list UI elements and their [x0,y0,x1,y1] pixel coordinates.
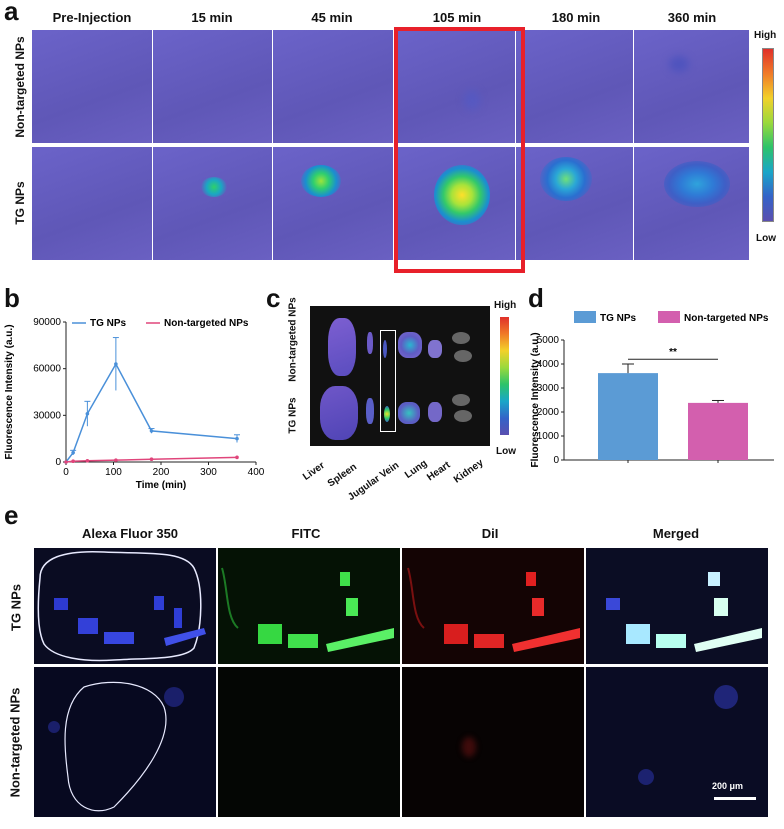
b-data-point [235,455,239,460]
panel-c-colorbar-low: Low [496,446,516,457]
panel-a-colorbar-high: High [754,30,777,41]
tile-nt-15 [153,30,273,143]
panel-e-row-nontargeted: Non-targeted NPs [7,687,23,798]
panel-c-jv-box [380,330,396,432]
d-y-tick-label: 2000 [537,407,560,418]
panel-a-letter: a [4,0,19,26]
b-y-tick-label: 0 [55,457,61,468]
scale-bar-label: 200 μm [712,781,744,791]
d-bar [598,373,658,460]
b-x-tick-label: 0 [63,467,69,478]
panel-c-letter: c [266,283,281,313]
d-bar [688,402,748,460]
d-legend-swatch [574,311,596,323]
b-data-point [85,411,90,416]
b-data-point [149,429,154,433]
panel-c-row-tg: TG NPs [287,397,299,434]
fluor-tg-alexa [34,548,216,664]
panel-a-image-grid [32,30,750,260]
b-y-axis-label: Fluorescence Intensity (a.u.) [4,324,15,459]
fluor-tg-fitc [218,548,400,664]
panel-a-highlight-box [394,27,525,273]
fluor-nt-dil [402,667,584,817]
panel-c-colorbar-high: High [494,300,517,311]
d-y-tick-label: 3000 [537,383,560,394]
b-data-point [71,459,75,464]
tile-tg-45 [273,147,394,260]
panel-a-col-45: 45 min [311,10,353,25]
panel-a-colorbar-low: Low [756,233,776,244]
d-legend-swatch [658,311,680,323]
b-y-tick-label: 30000 [33,410,61,421]
tile-nt-45 [273,30,394,143]
b-x-tick-label: 100 [105,467,122,478]
panel-a-col-360: 360 min [667,10,717,25]
tile-nt-pre [32,30,153,143]
panel-c-colorbar [500,317,509,435]
tile-nt-105 [394,30,516,143]
b-legend-label: TG NPs [90,318,127,329]
b-data-point [235,436,239,441]
panel-b-letter: b [4,283,20,313]
d-y-tick-label: 4000 [537,359,560,370]
fluor-nt-fitc [218,667,400,817]
panel-a-col-15: 15 min [191,10,233,25]
organ-label-kidney: Kidney [451,457,486,486]
d-legend-label: Non-targeted NPs [684,313,769,324]
panel-e-letter: e [4,500,19,530]
panel-a-row-tg: TG NPs [13,181,27,225]
b-series-line [65,362,238,463]
tile-nt-180 [516,30,634,143]
b-data-point [114,458,118,462]
panel-c-image [310,306,490,446]
b-data-point [114,362,118,366]
panel-b-chart: 0 30000 60000 90000 0 100 200 300 400 Time (min) F… [4,317,265,490]
b-data-point [85,458,90,463]
panel-a-col-pre: Pre-Injection [52,10,132,25]
b-data-point [64,460,68,464]
b-data-point [71,450,75,455]
tile-tg-pre [32,147,153,260]
panel-e-col-fitc: FITC [291,526,321,541]
b-x-tick-label: 300 [200,467,217,478]
tile-tg-180 [516,147,634,260]
b-y-tick-label: 90000 [33,317,61,328]
panel-e-row-tg: TG NPs [8,584,24,631]
b-y-tick-label: 60000 [33,364,61,375]
b-x-tick-label: 200 [153,467,170,478]
organ-label-heart: Heart [425,459,453,484]
panel-e-divider [34,664,768,667]
b-x-axis-label: Time (min) [136,480,186,490]
panel-a-row-nontargeted: Non-targeted NPs [13,36,27,138]
panel-e-col-alexa: Alexa Fluor 350 [81,526,179,541]
panel-e-col-dil: DiI [481,526,499,541]
organ-label-liver: Liver [301,460,327,483]
fluor-nt-merged: 200 μm [586,667,768,817]
fluor-nt-alexa [34,667,216,817]
tile-tg-360 [634,147,750,260]
d-y-tick-label: 5000 [537,335,560,346]
panel-a-colorbar [762,48,774,222]
d-y-tick-label: 1000 [537,431,560,442]
d-significance-label: ** [669,347,677,358]
panel-c-organ-labels: Liver Spleen Jugular Vein Lung Heart Kid… [300,452,500,503]
panel-a-col-180: 180 min [551,10,601,25]
tile-tg-15 [153,147,273,260]
organ-label-spleen: Spleen [325,461,359,490]
tile-nt-360 [634,30,750,143]
d-y-tick-label: 0 [553,455,559,466]
tile-tg-105 [394,147,516,260]
b-legend-label: Non-targeted NPs [164,318,249,329]
d-legend-label: TG NPs [600,313,637,324]
fluor-tg-dil [402,548,584,664]
panel-d-letter: d [528,283,544,313]
b-data-point [149,457,154,461]
organ-label-lung: Lung [403,457,430,482]
fluor-tg-merged [586,548,768,664]
panel-e-col-merged: Merged [652,526,700,541]
panel-a-col-105: 105 min [432,10,482,25]
b-x-tick-label: 400 [248,467,265,478]
d-y-axis-label: Fluorescence Intensity (a.u.) [530,332,541,467]
